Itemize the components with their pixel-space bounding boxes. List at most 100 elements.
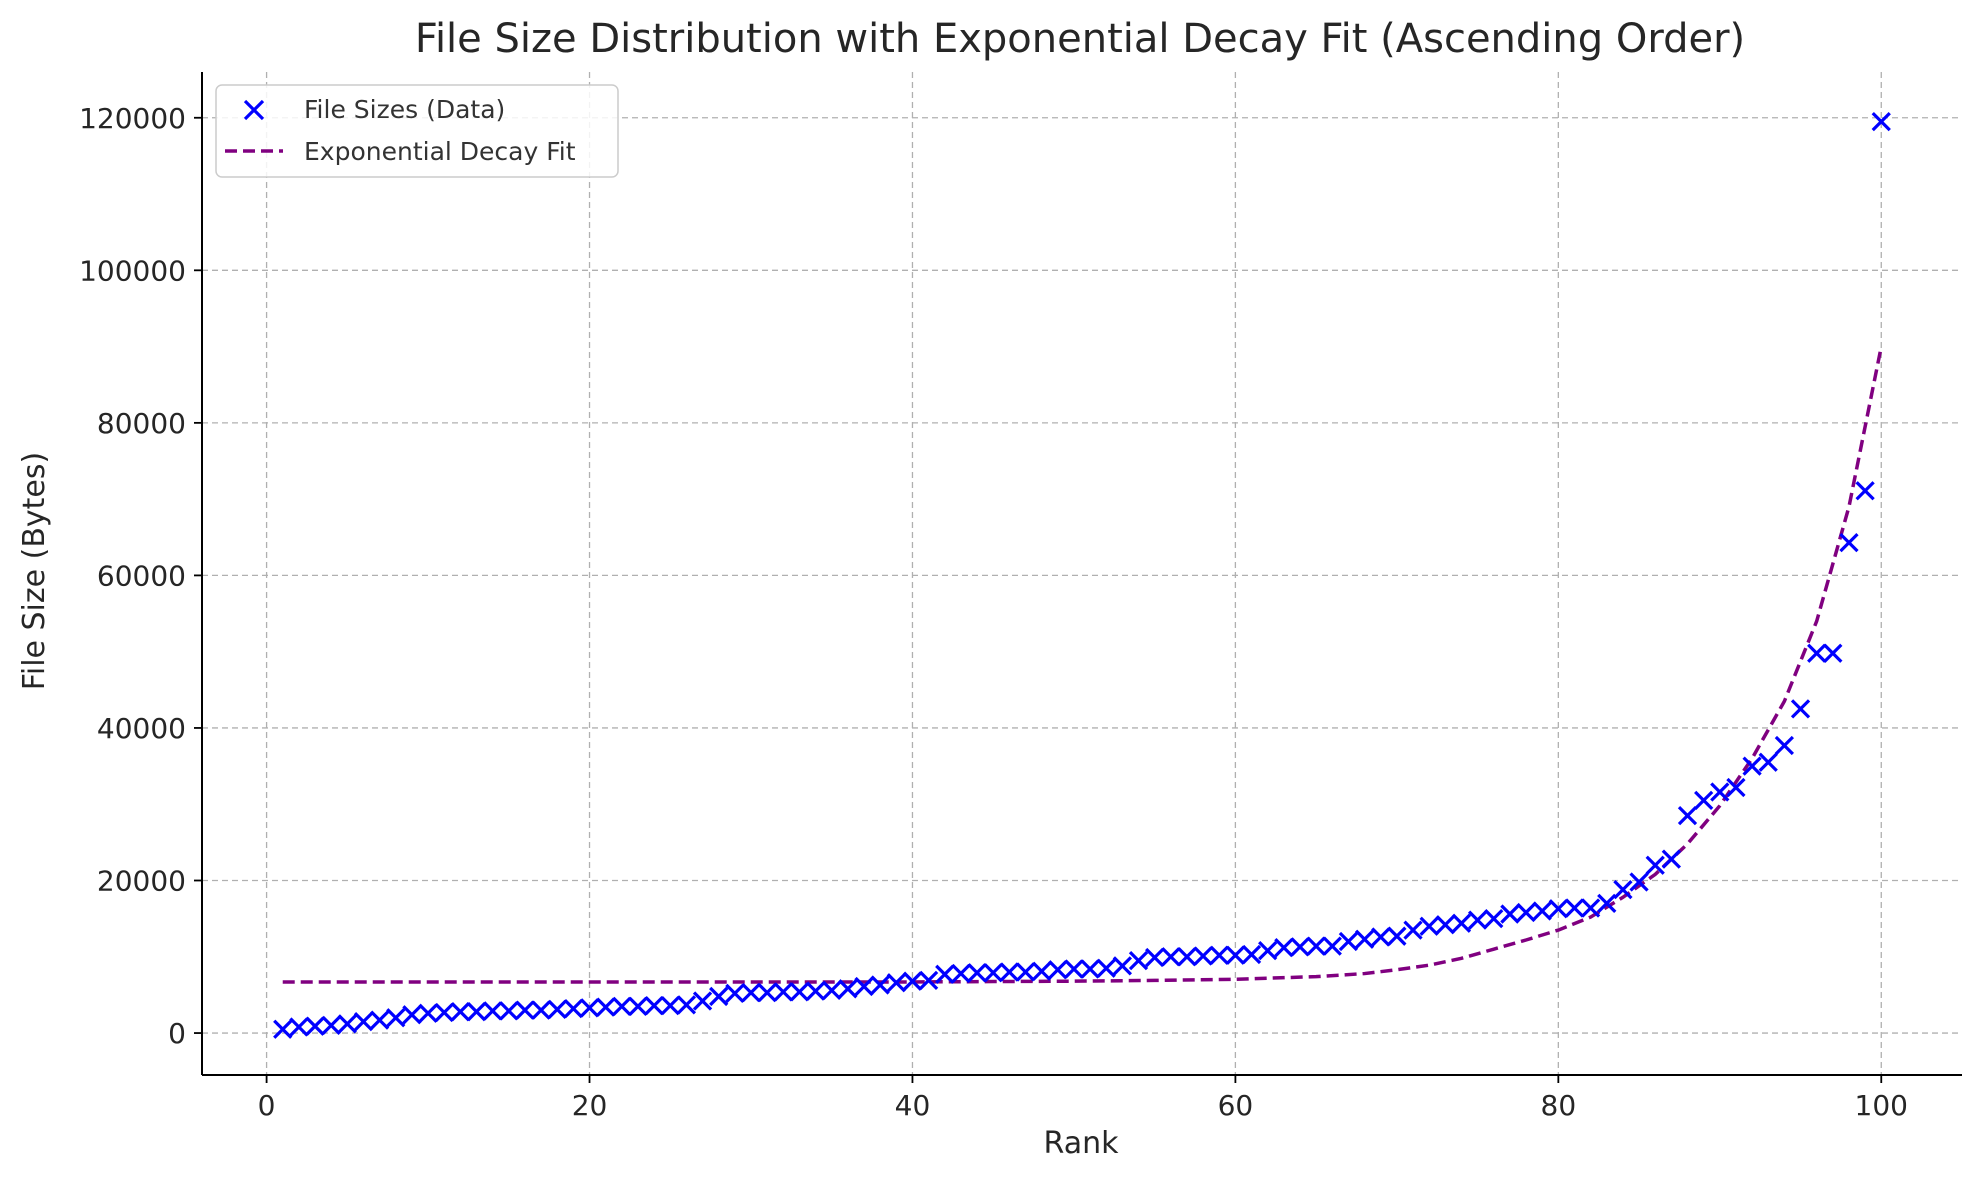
data-point <box>1435 915 1455 935</box>
data-point <box>660 995 680 1016</box>
data-point <box>1096 958 1116 978</box>
y-tick-label: 120000 <box>79 102 186 135</box>
data-point <box>547 999 567 1020</box>
data-point <box>1338 931 1359 952</box>
data-point <box>1467 910 1488 930</box>
data-point <box>1500 904 1520 924</box>
data-point <box>676 995 697 1015</box>
data-point <box>1080 959 1100 979</box>
data-point <box>1516 902 1536 923</box>
x-axis-label: Rank <box>1044 1126 1120 1161</box>
y-tick-label: 40000 <box>97 712 186 745</box>
data-point <box>1839 532 1859 553</box>
data-point <box>1451 913 1472 933</box>
data-point <box>1710 782 1730 802</box>
data-point <box>1419 916 1439 936</box>
legend-box <box>215 84 619 178</box>
y-tick-label: 80000 <box>97 407 186 440</box>
data-point <box>1064 959 1084 979</box>
data-point <box>1645 855 1665 875</box>
data-point <box>321 1015 341 1036</box>
data-point <box>870 975 890 995</box>
data-point <box>886 973 906 993</box>
x-axis-ticks: 0 20 40 60 80 100 <box>258 1075 1908 1122</box>
data-point <box>951 963 971 984</box>
data-point <box>1306 936 1326 956</box>
data-point <box>1387 926 1407 946</box>
data-point <box>1209 945 1229 965</box>
data-point <box>305 1016 325 1036</box>
x-tick-label: 20 <box>572 1089 608 1122</box>
data-point <box>1758 752 1778 772</box>
data-point <box>1112 956 1132 976</box>
data-point <box>935 964 955 984</box>
legend-marker-x-icon <box>243 99 265 121</box>
data-point <box>789 982 810 1002</box>
data-point <box>1613 880 1633 900</box>
data-point <box>353 1011 374 1032</box>
data-point <box>1048 960 1068 980</box>
data-point <box>741 982 761 1003</box>
data-point <box>1532 901 1552 921</box>
legend: File Sizes (Data) Exponential Decay Fit <box>215 84 619 178</box>
data-point <box>1128 950 1149 971</box>
data-point <box>386 1008 406 1028</box>
data-point <box>918 970 939 991</box>
x-tick-label: 40 <box>895 1089 931 1122</box>
legend-label-exponential-fit: Exponential Decay Fit <box>304 137 576 166</box>
data-point <box>692 991 713 1011</box>
x-tick-label: 60 <box>1218 1089 1254 1122</box>
data-point <box>450 1002 470 1022</box>
data-point <box>1823 643 1843 663</box>
data-point <box>805 981 826 1001</box>
data-point <box>1564 898 1585 918</box>
x-tick-label: 100 <box>1855 1089 1908 1122</box>
data-point <box>1484 909 1504 929</box>
data-point <box>773 982 793 1002</box>
data-point <box>1274 937 1294 958</box>
data-point <box>1742 756 1762 776</box>
data-point <box>1177 947 1197 967</box>
data-point <box>1807 643 1827 663</box>
data-point <box>725 983 745 1004</box>
data-point <box>709 986 729 1007</box>
data-point <box>1258 941 1278 961</box>
x-tick-label: 80 <box>1541 1089 1577 1122</box>
data-point <box>854 976 874 997</box>
y-tick-label: 60000 <box>97 559 186 592</box>
data-point <box>628 996 648 1016</box>
data-point <box>337 1014 357 1034</box>
data-point <box>1629 872 1649 892</box>
data-point <box>757 982 777 1003</box>
chart-title: File Size Distribution with Exponential … <box>415 16 1745 62</box>
data-point <box>434 1002 454 1023</box>
data-point <box>1290 937 1310 957</box>
data-point <box>483 1001 503 1021</box>
data-point <box>1548 899 1568 919</box>
data-point <box>1774 735 1795 756</box>
data-point <box>644 995 664 1016</box>
data-point <box>838 979 858 999</box>
data-point <box>1225 945 1246 965</box>
y-tick-label: 20000 <box>97 865 186 898</box>
data-point <box>822 980 842 1000</box>
data-point <box>1354 929 1375 949</box>
y-axis-ticks: 0 20000 40000 60000 80000 100000 120000 <box>79 102 202 1050</box>
data-point <box>1322 936 1342 956</box>
legend-label-file-sizes: File Sizes (Data) <box>304 95 505 124</box>
data-point <box>1015 962 1036 982</box>
data-point <box>563 999 584 1019</box>
data-point <box>1855 481 1875 501</box>
data-point <box>273 1019 293 1039</box>
data-point <box>1677 806 1698 826</box>
x-tick-label: 0 <box>258 1089 276 1122</box>
data-point <box>531 1000 551 1020</box>
data-point <box>596 997 616 1017</box>
data-point <box>1403 920 1423 940</box>
data-point <box>999 962 1019 982</box>
data-point <box>289 1017 309 1037</box>
data-point <box>515 1000 535 1020</box>
data-point <box>369 1010 390 1030</box>
data-point <box>466 1002 487 1022</box>
